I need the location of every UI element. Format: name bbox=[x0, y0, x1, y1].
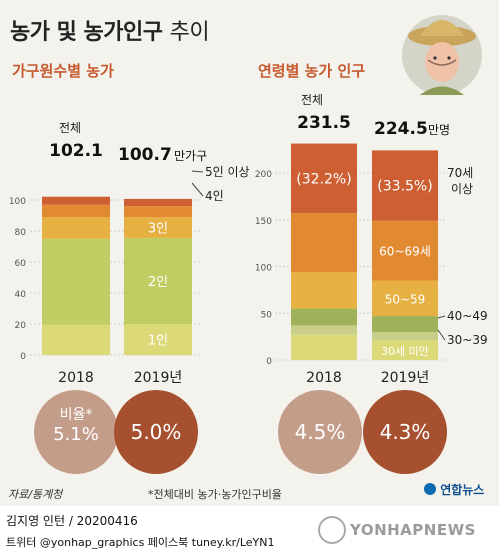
leader-4person bbox=[191, 182, 204, 197]
left-y-tick-label: 100 bbox=[9, 197, 26, 207]
right-y-tick-label: 150 bbox=[255, 217, 272, 227]
label-60-69: 60~69세 bbox=[379, 245, 431, 259]
social-links: 트위터 @yonhap_graphics 페이스북 tuney.kr/LeYN1 bbox=[6, 536, 275, 549]
agency-name: 연합뉴스 bbox=[440, 483, 485, 497]
source-text: 자료/통계청 bbox=[8, 488, 63, 501]
left-y-tick-label: 80 bbox=[15, 228, 27, 238]
right-bar-segment bbox=[372, 280, 438, 317]
watermark-text: YONHAPNEWS bbox=[350, 521, 476, 539]
right-bar-segment bbox=[372, 220, 438, 281]
left-bar-segment bbox=[42, 196, 110, 205]
title-suffix: 추이 bbox=[169, 20, 210, 45]
left-subtitle: 가구원수별 농가 bbox=[12, 62, 114, 80]
leader-40-49 bbox=[437, 315, 446, 319]
label-3person: 3인 bbox=[148, 222, 168, 237]
farmer-illustration bbox=[402, 15, 482, 95]
leader-30-39 bbox=[437, 329, 446, 341]
right-bar-segment bbox=[291, 308, 357, 326]
label-5plus: 5인 이상 bbox=[205, 165, 250, 179]
right-x-tick-label: 2018 bbox=[306, 370, 342, 386]
left-bar-segment bbox=[42, 238, 110, 325]
right-total-label: 전체 bbox=[301, 93, 323, 107]
ratio-circle-2018-households bbox=[34, 390, 118, 474]
left-x-tick-label: 2018 bbox=[58, 370, 94, 386]
label-50-59: 50~59 bbox=[385, 292, 426, 306]
agency-logo: 연합뉴스 bbox=[424, 481, 484, 498]
left-total-label: 전체 bbox=[59, 121, 81, 135]
ratio-2019-population: 4.3% bbox=[379, 420, 431, 444]
left-bar-segment bbox=[124, 198, 192, 207]
right-total-2019: 224.5 bbox=[374, 119, 428, 139]
ratio-circle-2019-households bbox=[114, 390, 198, 474]
label-4person: 4인 bbox=[205, 189, 224, 203]
right-y-tick-label: 200 bbox=[255, 170, 272, 180]
watermark-icon bbox=[318, 516, 346, 544]
ratio-2018-population: 4.5% bbox=[294, 420, 346, 444]
right-y-tick-label: 50 bbox=[261, 310, 273, 320]
label-70plus-line2: 이상 bbox=[451, 182, 473, 196]
left-y-tick-label: 0 bbox=[20, 352, 26, 362]
label-70plus-line1: 70세 bbox=[447, 166, 473, 180]
right-bar-segment bbox=[291, 334, 357, 360]
left-chart: 0 20 40 60 80 100 2018 2019년 1인 2인 3인 5인 이상 4인 전체 102.… bbox=[9, 121, 250, 386]
right-bar-segment bbox=[291, 272, 357, 309]
label-1person: 1인 bbox=[148, 334, 168, 349]
left-bar-segment bbox=[124, 217, 192, 238]
pct-70plus-2019: (33.5%) bbox=[377, 179, 432, 195]
leader-5plus bbox=[191, 170, 204, 173]
agency-logo-icon bbox=[424, 483, 436, 495]
left-y-tick-label: 60 bbox=[15, 259, 27, 269]
left-total-2018: 102.1 bbox=[49, 141, 103, 161]
page-title: 농가 및 농가인구 추이 bbox=[10, 14, 210, 46]
right-bar-segment bbox=[372, 340, 438, 360]
left-bar-segment bbox=[42, 324, 110, 355]
right-y-tick-label: 0 bbox=[266, 357, 272, 367]
left-bar-segment bbox=[42, 217, 110, 239]
right-bar-segment bbox=[291, 325, 357, 335]
right-bar-segment bbox=[372, 316, 438, 332]
left-total-2019: 100.7 bbox=[118, 145, 172, 165]
right-y-tick-label: 100 bbox=[255, 264, 272, 274]
ratio-2018-households: 5.1% bbox=[53, 424, 99, 445]
ratio-circle-2019-population bbox=[363, 390, 447, 474]
left-total-unit: 만가구 bbox=[174, 149, 207, 163]
footnote-text: *전체대비 농가·농가인구비율 bbox=[148, 488, 282, 501]
chart-canvas: 0 20 40 60 80 100 2018 2019년 1인 2인 3인 5인 이상 4인 전체 102.… bbox=[9, 15, 488, 474]
left-x-tick-label: 2019년 bbox=[134, 370, 183, 386]
left-bar-segment bbox=[42, 204, 110, 218]
right-subtitle: 연령별 농가 인구 bbox=[258, 62, 366, 80]
right-chart: 0 50 100 150 200 2018 2019년 (32.2%) (33.5%) 60~69… bbox=[255, 93, 488, 386]
ratio-circle-2018-population bbox=[278, 390, 362, 474]
ratio-label: 비율* bbox=[59, 407, 93, 423]
right-total-unit: 만명 bbox=[428, 123, 450, 137]
right-total-2018: 231.5 bbox=[297, 113, 351, 133]
label-40-49: 40~49 bbox=[447, 309, 488, 323]
label-30-39: 30~39 bbox=[447, 333, 488, 347]
right-bar-segment bbox=[372, 150, 438, 221]
left-bar-segment bbox=[124, 237, 192, 324]
right-bar-segment bbox=[291, 143, 357, 214]
footer: 김지영 인턴 / 20200416 트위터 @yonhap_graphics 페… bbox=[0, 506, 499, 553]
left-y-tick-label: 20 bbox=[15, 321, 27, 331]
left-bar-segment bbox=[124, 206, 192, 218]
left-bar-segment bbox=[124, 324, 192, 355]
left-y-tick-label: 40 bbox=[15, 290, 27, 300]
right-x-tick-label: 2019년 bbox=[381, 370, 430, 386]
pct-70plus-2018: (32.2%) bbox=[296, 171, 351, 187]
ratio-2019-households: 5.0% bbox=[130, 420, 182, 444]
right-bar-segment bbox=[372, 331, 438, 341]
label-under30: 30세 미만 bbox=[381, 345, 429, 358]
label-2person: 2인 bbox=[148, 275, 168, 290]
byline: 김지영 인턴 / 20200416 bbox=[6, 514, 138, 528]
right-bar-segment bbox=[291, 213, 357, 273]
watermark: YONHAPNEWS bbox=[318, 516, 476, 544]
title-main: 농가 및 농가인구 bbox=[10, 20, 163, 45]
